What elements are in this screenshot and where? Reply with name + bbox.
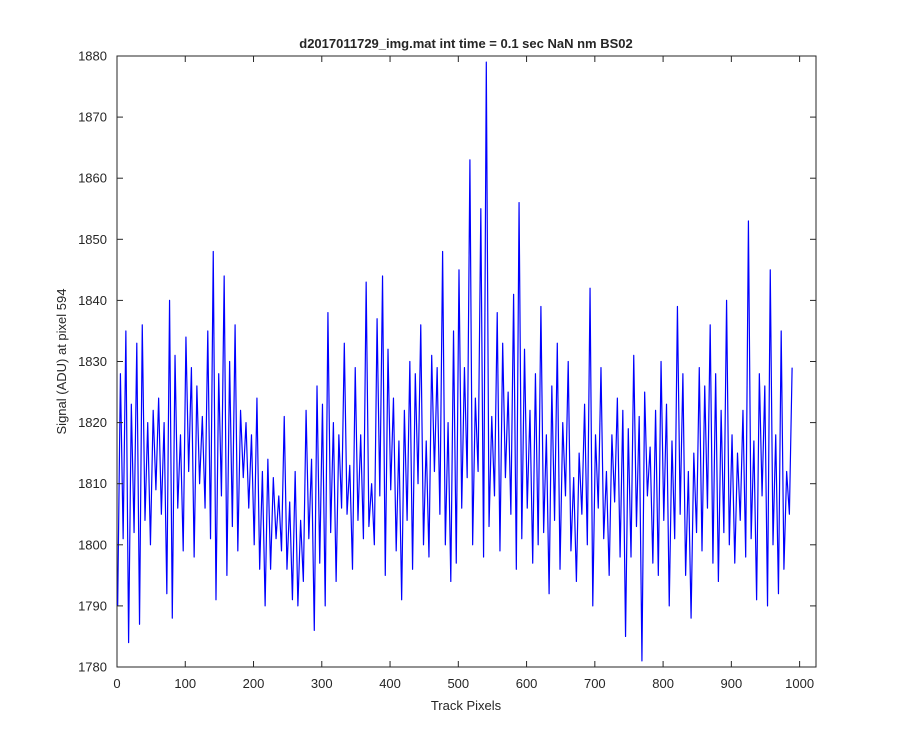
y-tick-label: 1880 [78, 49, 107, 64]
y-tick-label: 1810 [78, 476, 107, 491]
x-tick-label: 1000 [785, 676, 814, 691]
y-tick-label: 1790 [78, 598, 107, 613]
x-tick-label: 500 [447, 676, 469, 691]
y-tick-label: 1820 [78, 415, 107, 430]
x-tick-label: 200 [243, 676, 265, 691]
x-tick-label: 900 [721, 676, 743, 691]
y-tick-label: 1830 [78, 354, 107, 369]
x-tick-label: 600 [516, 676, 538, 691]
x-tick-label: 400 [379, 676, 401, 691]
tick-layer: 0 100 200 300 400 500 600 700 800 900 1000 1780 1790… [78, 49, 816, 691]
signal-series-line [117, 61, 793, 662]
y-tick-label: 1780 [78, 660, 107, 675]
x-tick-label: 0 [113, 676, 120, 691]
x-tick-label: 700 [584, 676, 606, 691]
y-tick-label: 1850 [78, 232, 107, 247]
x-tick-label: 800 [652, 676, 674, 691]
plot-area-frame [116, 55, 817, 668]
chart-title: d2017011729_img.mat int time = 0.1 sec N… [299, 36, 632, 51]
y-tick-label: 1870 [78, 110, 107, 125]
y-axis-label: Signal (ADU) at pixel 594 [54, 289, 69, 435]
y-tick-label: 1800 [78, 537, 107, 552]
x-tick-label: 300 [311, 676, 333, 691]
x-tick-label: 100 [174, 676, 196, 691]
y-tick-label: 1840 [78, 293, 107, 308]
series-layer [117, 61, 793, 662]
x-axis-label: Track Pixels [431, 698, 502, 713]
y-tick-label: 1860 [78, 171, 107, 186]
